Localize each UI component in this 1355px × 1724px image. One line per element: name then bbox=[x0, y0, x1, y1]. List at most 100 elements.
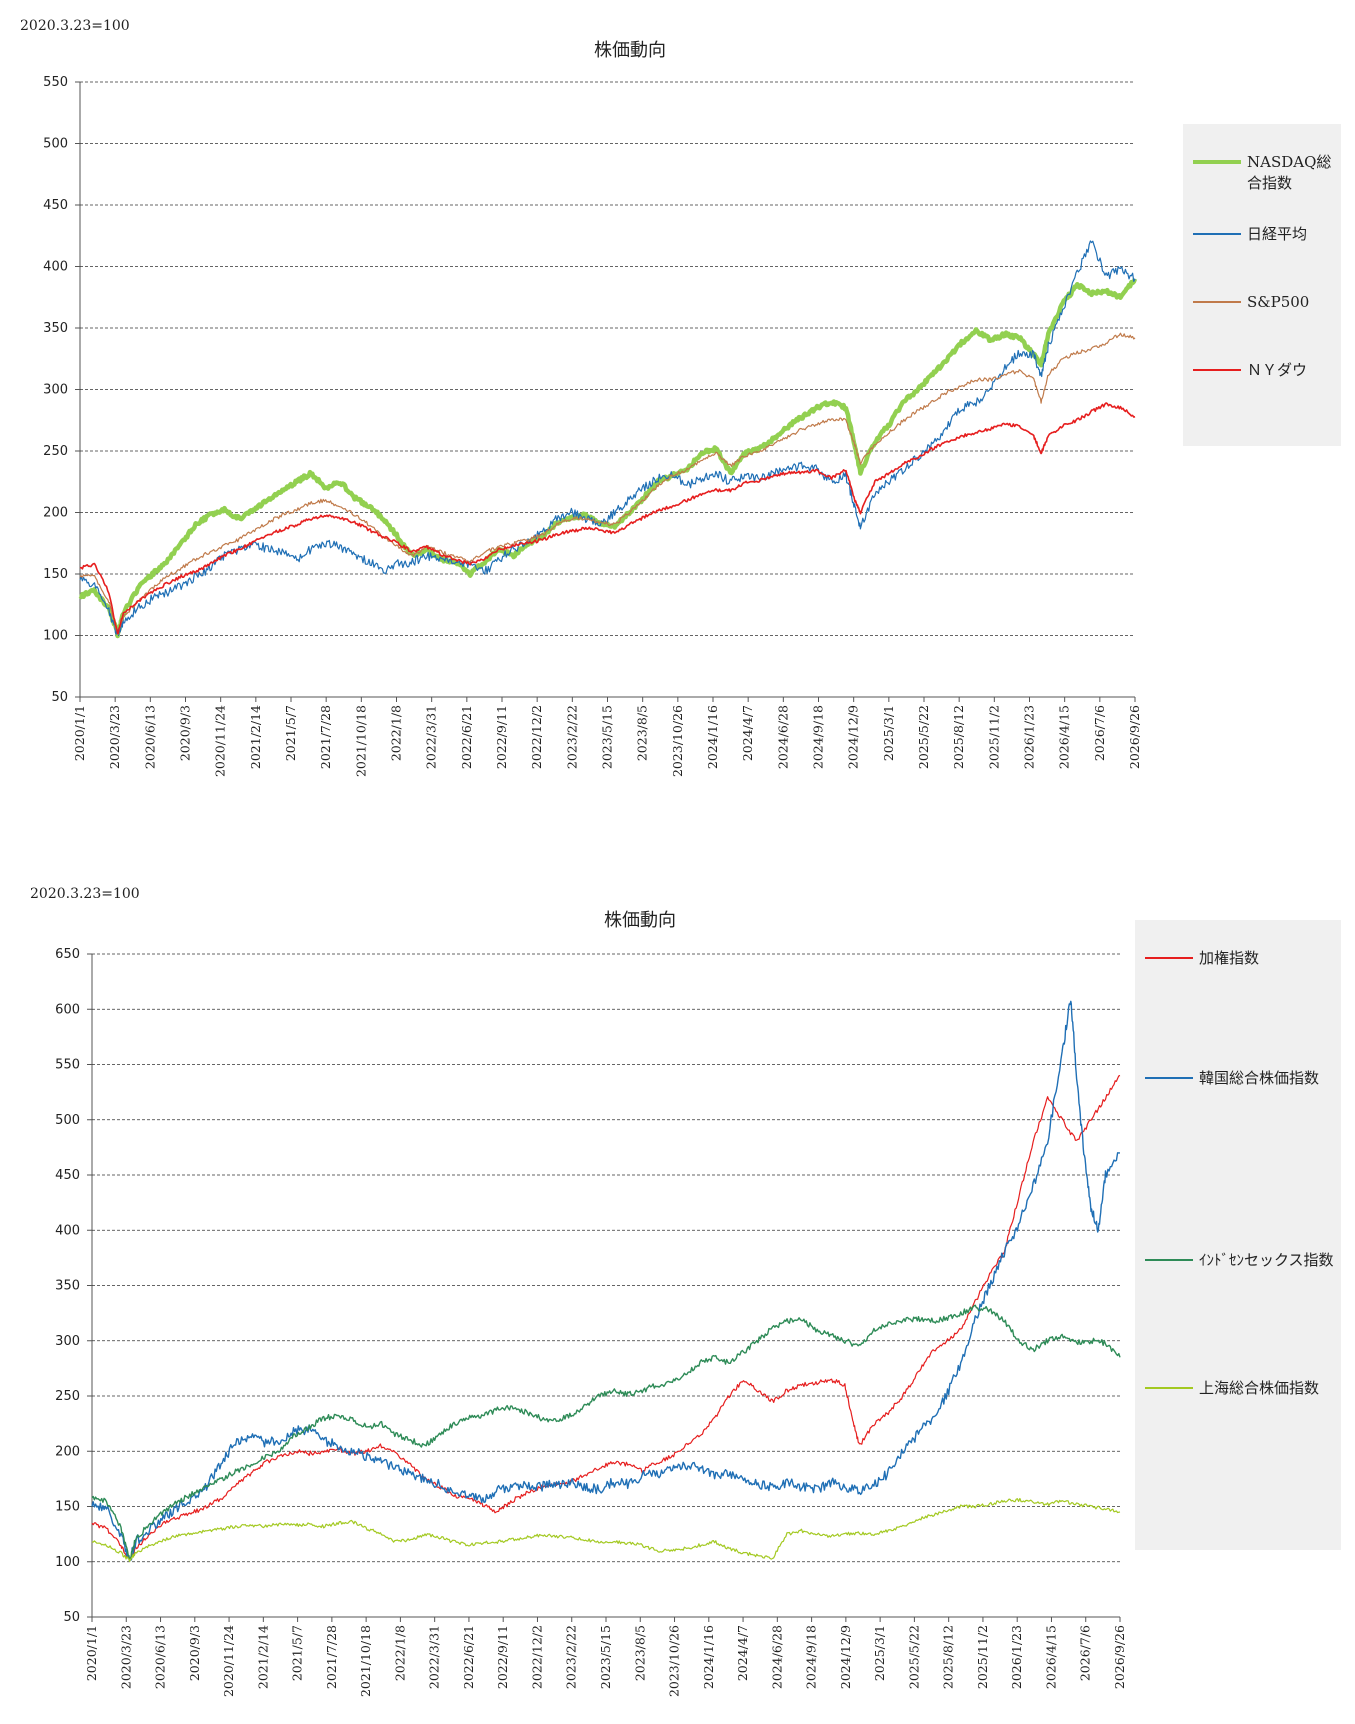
legend-swatch bbox=[1145, 957, 1193, 959]
y-tick-label: 600 bbox=[55, 1002, 80, 1017]
y-tick-label: 550 bbox=[43, 75, 68, 90]
legend-label: 加権指数 bbox=[1199, 949, 1260, 967]
index-base-note: 2020.3.23=100 bbox=[30, 886, 140, 902]
legend-swatch bbox=[1193, 369, 1241, 371]
series-line-1 bbox=[91, 1000, 1120, 1562]
x-axis-ticks: 2020/1/1 2020/3/23 2020/6/13 2020/9/3 2020/1… bbox=[72, 705, 1142, 777]
legend-label: S&P500 bbox=[1247, 293, 1310, 311]
x-tick-label: 2021/10/18 bbox=[358, 1625, 373, 1697]
y-tick-label: 150 bbox=[55, 1500, 80, 1515]
y-tick-label: 100 bbox=[43, 629, 68, 644]
chart-title: 株価動向 bbox=[604, 910, 676, 931]
legend-swatch bbox=[1145, 1259, 1193, 1261]
y-tick-label: 300 bbox=[55, 1334, 80, 1349]
x-tick-label: 2022/12/2 bbox=[529, 1625, 544, 1689]
y-tick-label: 500 bbox=[43, 137, 68, 152]
y-tick-label: 450 bbox=[43, 198, 68, 213]
y-tick-label: 300 bbox=[43, 383, 68, 398]
legend-label: ＮＹダウ bbox=[1247, 361, 1308, 379]
x-tick-label: 2026/9/26 bbox=[1127, 705, 1142, 769]
x-tick-label: 2024/12/9 bbox=[838, 1625, 853, 1689]
legend-label: ｲﾝﾄﾞｾﾝセックス指数 bbox=[1199, 1251, 1334, 1269]
x-tick-label: 2023/8/5 bbox=[635, 705, 650, 761]
x-axis-ticks: 2020/1/1 2020/3/23 2020/6/13 2020/9/3 2020/1… bbox=[84, 1625, 1127, 1697]
x-tick-label: 2023/5/15 bbox=[600, 705, 615, 769]
x-tick-label: 2024/4/7 bbox=[735, 1625, 750, 1681]
x-tick-label: 2022/6/21 bbox=[459, 705, 474, 769]
x-tick-label: 2026/9/26 bbox=[1112, 1625, 1127, 1689]
x-tick-label: 2022/1/8 bbox=[392, 1625, 407, 1681]
x-tick-label: 2020/11/24 bbox=[213, 705, 228, 777]
x-tick-label: 2022/9/11 bbox=[494, 705, 509, 769]
legend-label: 日経平均 bbox=[1247, 225, 1308, 243]
chart-panel-2: 2020.3.23=100 株価動向 50 100 150 200 250 300 350 4… bbox=[0, 870, 1355, 1724]
y-tick-label: 650 bbox=[55, 947, 80, 962]
series-line-2 bbox=[91, 1304, 1121, 1562]
x-tick-label: 2021/10/18 bbox=[353, 705, 368, 777]
y-tick-label: 400 bbox=[43, 260, 68, 275]
y-tick-label: 350 bbox=[43, 321, 68, 336]
x-tick-label: 2023/2/22 bbox=[564, 1625, 579, 1689]
x-tick-label: 2025/5/22 bbox=[916, 705, 931, 769]
x-tick-label: 2022/3/31 bbox=[427, 1625, 442, 1689]
y-tick-label: 200 bbox=[55, 1444, 80, 1459]
series-line-0 bbox=[91, 1074, 1121, 1561]
line-chart: 50 100 150 200 250 300 350 400 450 500 550 2020/1/… bbox=[43, 75, 1142, 777]
line-chart: 50 100 150 200 250 300 350 400 450 500 550 600 650 2… bbox=[55, 947, 1127, 1697]
x-tick-label: 2026/4/15 bbox=[1043, 1625, 1058, 1689]
legend-label: 上海総合株価指数 bbox=[1199, 1379, 1320, 1397]
x-tick-label: 2020/6/13 bbox=[153, 1625, 168, 1689]
y-tick-label: 450 bbox=[55, 1168, 80, 1183]
legend: 加権指数韓国総合株価指数 ｲﾝﾄﾞｾﾝセックス指数 上海総合株価指数 bbox=[1135, 920, 1341, 1550]
y-tick-label: 250 bbox=[55, 1389, 80, 1404]
series-line-1 bbox=[79, 240, 1136, 637]
x-tick-label: 2025/11/2 bbox=[986, 705, 1001, 769]
index-base-note: 2020.3.23=100 bbox=[20, 18, 130, 34]
legend-swatch bbox=[1145, 1077, 1193, 1079]
x-tick-label: 2021/7/28 bbox=[324, 1625, 339, 1689]
x-tick-label: 2022/9/11 bbox=[495, 1625, 510, 1689]
x-tick-label: 2025/3/1 bbox=[881, 705, 896, 761]
x-tick-label: 2024/12/9 bbox=[846, 705, 861, 769]
x-tick-label: 2024/1/16 bbox=[701, 1625, 716, 1689]
legend-label: NASDAQ総合指数 bbox=[1247, 153, 1332, 192]
series-lines bbox=[78, 240, 1138, 639]
x-tick-label: 2020/3/23 bbox=[107, 705, 122, 769]
gridlines bbox=[75, 81, 1136, 702]
y-tick-label: 250 bbox=[43, 444, 68, 459]
x-tick-label: 2026/7/6 bbox=[1078, 1625, 1093, 1681]
x-tick-label: 2021/2/14 bbox=[248, 705, 263, 769]
x-tick-label: 2020/1/1 bbox=[72, 705, 87, 761]
y-tick-label: 150 bbox=[43, 567, 68, 582]
y-tick-label: 200 bbox=[43, 506, 68, 521]
gridlines bbox=[87, 953, 1121, 1622]
x-tick-label: 2020/3/23 bbox=[118, 1625, 133, 1689]
x-tick-label: 2022/3/31 bbox=[424, 705, 439, 769]
x-tick-label: 2023/10/26 bbox=[670, 705, 685, 777]
legend-label: 韓国総合株価指数 bbox=[1199, 1069, 1320, 1087]
x-tick-label: 2025/3/1 bbox=[872, 1625, 887, 1681]
x-tick-label: 2021/2/14 bbox=[255, 1625, 270, 1689]
x-tick-label: 2021/5/7 bbox=[283, 705, 298, 761]
x-tick-label: 2025/5/22 bbox=[906, 1625, 921, 1689]
legend-swatch bbox=[1145, 1387, 1193, 1389]
chart-title: 株価動向 bbox=[594, 40, 666, 61]
x-tick-label: 2023/2/22 bbox=[564, 705, 579, 769]
y-tick-label: 400 bbox=[55, 1223, 80, 1238]
x-tick-label: 2023/8/5 bbox=[632, 1625, 647, 1681]
x-tick-label: 2020/1/1 bbox=[84, 1625, 99, 1681]
series-line-3 bbox=[91, 1497, 1121, 1562]
y-tick-label: 50 bbox=[63, 1610, 80, 1625]
x-tick-label: 2025/8/12 bbox=[941, 1625, 956, 1689]
x-tick-label: 2020/11/24 bbox=[221, 1625, 236, 1697]
series-line-3 bbox=[79, 402, 1136, 635]
x-tick-label: 2024/9/18 bbox=[811, 705, 826, 769]
x-tick-label: 2026/1/23 bbox=[1022, 705, 1037, 769]
x-tick-label: 2024/4/7 bbox=[740, 705, 755, 761]
x-tick-label: 2023/10/26 bbox=[667, 1625, 682, 1697]
x-tick-label: 2026/4/15 bbox=[1057, 705, 1072, 769]
legend-swatch bbox=[1193, 301, 1241, 303]
legend-swatch bbox=[1193, 233, 1241, 235]
x-tick-label: 2023/5/15 bbox=[598, 1625, 613, 1689]
x-tick-label: 2022/1/8 bbox=[389, 705, 404, 761]
